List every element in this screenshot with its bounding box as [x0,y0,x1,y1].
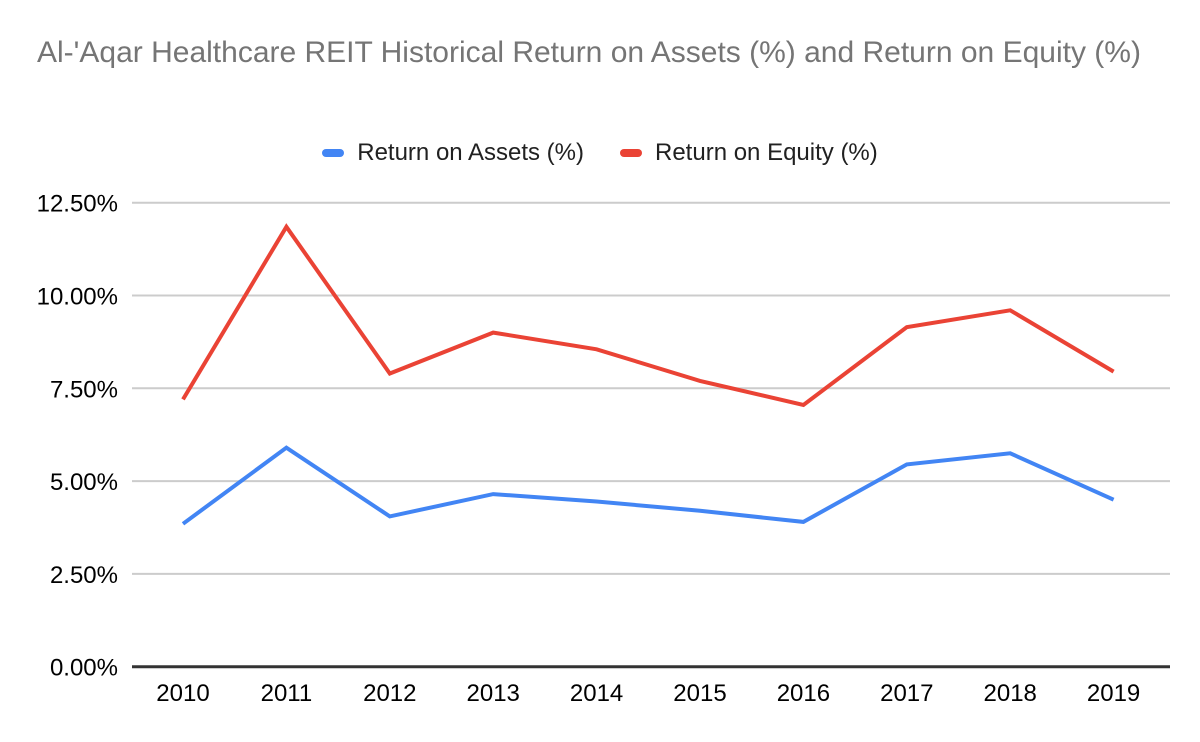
legend: Return on Assets (%) Return on Equity (%) [0,138,1200,168]
chart-title: Al-'Aqar Healthcare REIT Historical Retu… [37,36,1141,69]
x-tick-label: 2015 [673,680,726,707]
x-tick-label: 2012 [363,680,416,707]
x-tick-label: 2019 [1087,680,1140,707]
series-line-return-on-equity [181,223,1115,408]
x-tick-label: 2018 [984,680,1037,707]
x-tick-label: 2013 [467,680,520,707]
y-tick-label: 12.50% [37,191,118,218]
y-tick-label: 10.00% [37,284,118,311]
y-tick-label: 5.00% [50,469,118,496]
y-tick-label: 0.00% [50,655,118,682]
y-tick-label: 7.50% [50,376,118,403]
legend-swatch-return-on-assets [322,149,345,157]
x-tick-label: 2014 [570,680,623,707]
legend-swatch-return-on-equity [620,149,642,157]
x-tick-label: 2016 [777,680,830,707]
y-tick-label: 2.50% [50,562,118,589]
series-line-return-on-assets [181,445,1115,526]
legend-item-return-on-assets: Return on Assets (%) [322,139,584,167]
x-tick-label: 2011 [261,680,313,707]
legend-label: Return on Assets (%) [357,139,584,166]
x-tick-label: 2010 [156,680,209,707]
legend-item-return-on-equity: Return on Equity (%) [620,139,878,167]
x-tick-label: 2017 [880,680,933,707]
legend-label: Return on Equity (%) [655,139,878,166]
